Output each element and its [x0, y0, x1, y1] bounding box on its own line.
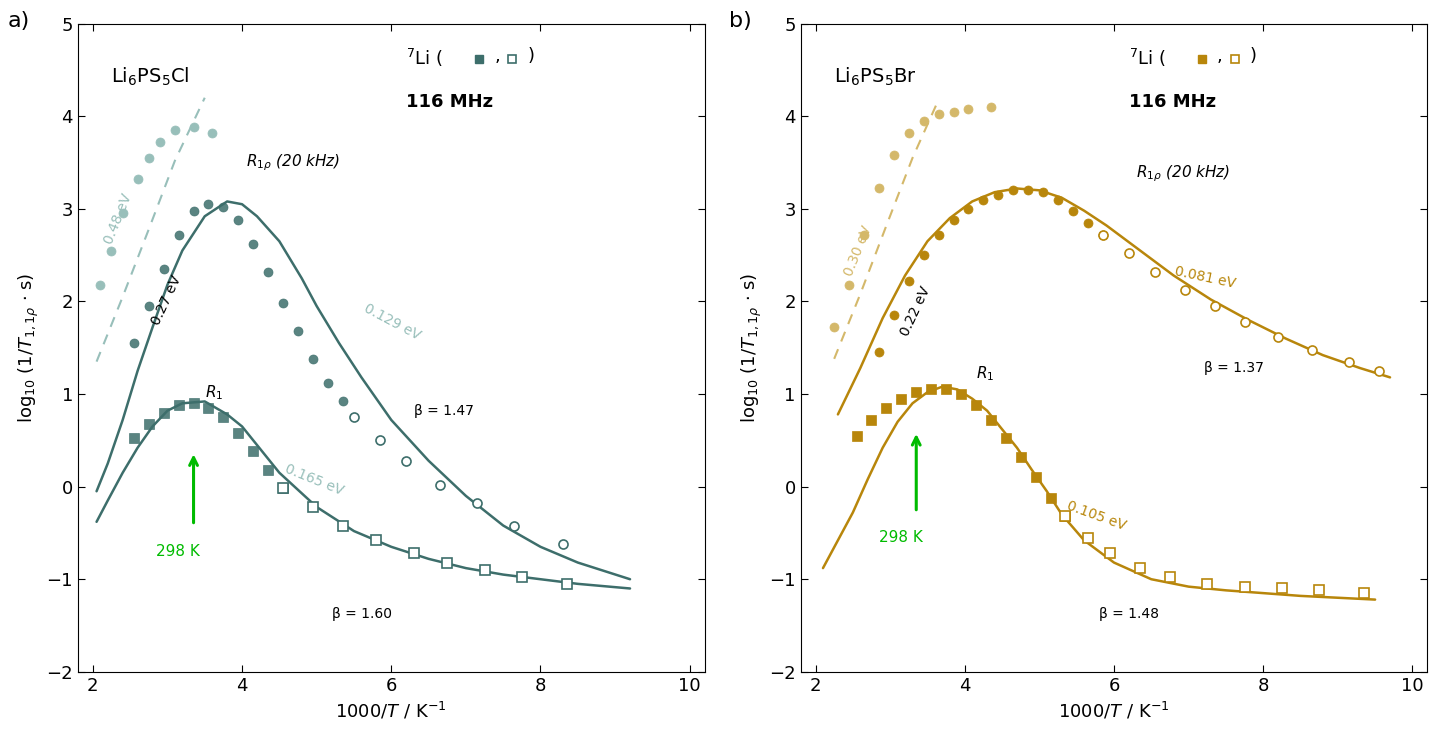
Text: 0.081 eV: 0.081 eV: [1174, 263, 1238, 290]
Text: β = 1.48: β = 1.48: [1099, 607, 1160, 621]
Text: ,: ,: [494, 46, 500, 65]
X-axis label: 1000/$T$ / K$^{-1}$: 1000/$T$ / K$^{-1}$: [1058, 700, 1170, 721]
Text: $^7$Li (: $^7$Li (: [1129, 46, 1165, 69]
X-axis label: 1000/$T$ / K$^{-1}$: 1000/$T$ / K$^{-1}$: [335, 700, 448, 721]
Text: $R_{1\rho}$ (20 kHz): $R_{1\rho}$ (20 kHz): [1136, 163, 1230, 184]
Text: β = 1.60: β = 1.60: [332, 607, 391, 621]
Text: 116 MHz: 116 MHz: [1129, 93, 1216, 111]
Text: β = 1.47: β = 1.47: [413, 404, 474, 418]
Text: b): b): [729, 11, 752, 31]
Text: 298 K: 298 K: [156, 544, 201, 559]
Y-axis label: log$_{10}$ (1/$T_{1,1\rho}$ · s): log$_{10}$ (1/$T_{1,1\rho}$ · s): [739, 272, 764, 423]
Text: a): a): [7, 11, 29, 31]
Text: $^7$Li (: $^7$Li (: [406, 46, 443, 69]
Text: 116 MHz: 116 MHz: [406, 93, 494, 111]
Text: 298 K: 298 K: [879, 530, 923, 545]
Text: 0.165 eV: 0.165 eV: [283, 461, 345, 497]
Text: 0.105 eV: 0.105 eV: [1066, 499, 1128, 533]
Text: $R_1$: $R_1$: [205, 383, 222, 401]
Text: 0.129 eV: 0.129 eV: [361, 302, 423, 343]
Text: $R_{1\rho}$ (20 kHz): $R_{1\rho}$ (20 kHz): [245, 152, 341, 173]
Text: Li$_6$PS$_5$Cl: Li$_6$PS$_5$Cl: [111, 66, 191, 88]
Text: 0.48 eV: 0.48 eV: [101, 191, 134, 246]
Text: 0.30 eV: 0.30 eV: [842, 224, 875, 278]
Text: β = 1.37: β = 1.37: [1203, 361, 1264, 375]
Text: ): ): [1249, 46, 1256, 65]
Text: ): ): [527, 46, 534, 65]
Text: ,: ,: [1217, 46, 1223, 65]
Text: $R_1$: $R_1$: [976, 365, 995, 383]
Text: 0.27 eV: 0.27 eV: [149, 273, 183, 328]
Text: 0.22 eV: 0.22 eV: [898, 285, 933, 339]
Y-axis label: log$_{10}$ (1/$T_{1,1\rho}$ · s): log$_{10}$ (1/$T_{1,1\rho}$ · s): [17, 272, 40, 423]
Text: Li$_6$PS$_5$Br: Li$_6$PS$_5$Br: [835, 66, 917, 88]
